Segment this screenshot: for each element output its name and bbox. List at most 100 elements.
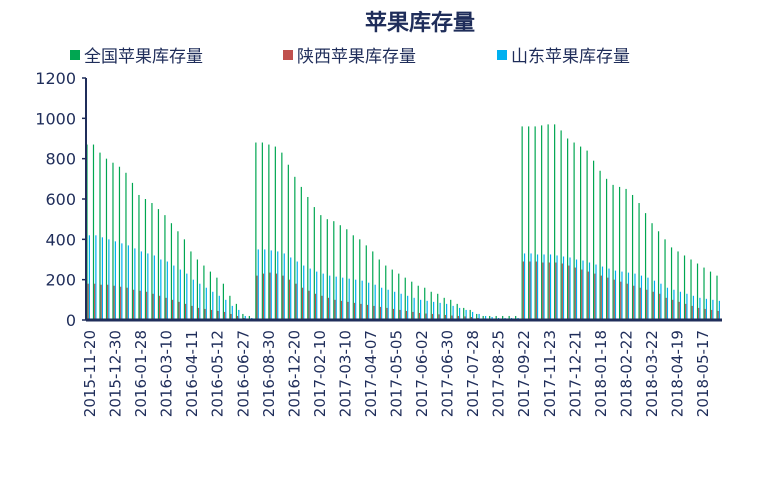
bar-shaanxi (211, 309, 213, 320)
bar-shaanxi (548, 262, 550, 320)
bar-shandong (381, 287, 383, 320)
bar-national (625, 188, 627, 320)
bar-shandong (283, 253, 285, 320)
bar-national (605, 178, 608, 320)
bar-shaanxi (204, 308, 206, 320)
bar-shaanxi (275, 273, 278, 320)
bar-shaanxi (165, 297, 167, 320)
bar-shaanxi (438, 314, 440, 320)
bar-national (573, 142, 575, 320)
y-tick-label: 600 (45, 190, 76, 209)
bar-shaanxi (652, 291, 654, 320)
bar-national (105, 158, 108, 320)
x-tick-label: 2017-07-28 (464, 330, 482, 417)
bar-shandong (595, 264, 597, 320)
bar-shaanxi (451, 315, 453, 320)
bar-shaanxi (425, 313, 427, 320)
bar-shaanxi (581, 269, 583, 320)
bar-national (92, 144, 95, 320)
legend: 全国苹果库存量 陕西苹果库存量 山东苹果库存量 (70, 47, 630, 67)
bar-shaanxi (412, 311, 414, 320)
bar-shaanxi (230, 313, 232, 320)
bar-shaanxi (373, 305, 375, 320)
x-tick-label: 2018-01-18 (592, 330, 610, 417)
bar-shandong (368, 282, 370, 320)
bar-national (372, 251, 374, 320)
x-tick-label: 2017-06-30 (439, 330, 457, 417)
bar-shandong (127, 245, 129, 320)
bar-shandong (426, 300, 428, 320)
bar-shandong (582, 260, 584, 320)
bar-shandong (231, 305, 233, 320)
bar-national (521, 126, 523, 321)
bar-national (307, 196, 309, 320)
bar-shandong (439, 302, 441, 320)
bar-shaanxi (262, 273, 265, 320)
bar-shaanxi (340, 300, 343, 320)
bar-national (222, 283, 224, 320)
bar-national (528, 126, 530, 321)
bar-shandong (134, 248, 136, 320)
bar-shandong (160, 259, 162, 320)
bar-shandong (433, 301, 435, 320)
bar-shaanxi (314, 293, 317, 320)
bar-shandong (420, 299, 422, 320)
bar-national (268, 144, 270, 320)
bar-national (515, 315, 517, 320)
bar-shandong (712, 299, 714, 320)
bar-shandong (218, 295, 220, 320)
bar-shandong (309, 268, 311, 320)
bar-national (411, 281, 413, 320)
bar-national (385, 265, 387, 320)
bar-national (326, 219, 328, 320)
bar-shaanxi (392, 308, 395, 320)
bar-national (274, 146, 276, 320)
x-tick-label: 2017-08-25 (490, 330, 508, 417)
bar-national (690, 259, 692, 320)
bar-national (541, 125, 543, 320)
bar-shaanxi (139, 290, 141, 320)
bar-national (437, 293, 439, 320)
bar-national (534, 126, 536, 321)
bar-national (664, 239, 666, 320)
bar-national (593, 160, 595, 320)
bar-national (404, 277, 406, 320)
bar-shaanxi (288, 279, 291, 320)
bar-shandong (140, 251, 142, 320)
bar-shandong (459, 307, 461, 320)
bar-shaanxi (587, 271, 589, 320)
bar-shandong (634, 273, 636, 320)
bar-national (229, 295, 231, 320)
bar-shandong (257, 249, 259, 320)
bar-shaanxi (282, 275, 284, 320)
x-tick-label: 2017-05-05 (388, 330, 406, 417)
x-tick-label: 2016-08-30 (260, 330, 278, 417)
bar-shandong (484, 315, 487, 320)
bar-shaanxi (665, 297, 667, 320)
bar-shandong (108, 239, 110, 320)
bar-national (320, 215, 322, 320)
bar-national (450, 299, 452, 320)
bar-national (489, 315, 491, 320)
bar-shandong (88, 235, 90, 320)
bar-shandong (355, 279, 357, 320)
bar-shaanxi (399, 309, 401, 320)
bar-national (696, 263, 699, 320)
bar-shandong (588, 262, 591, 320)
bar-shaanxi (379, 306, 382, 320)
x-tick-label: 2018-02-22 (617, 330, 635, 417)
bar-shaanxi (191, 305, 193, 320)
bar-shandong (361, 280, 363, 320)
bar-shaanxi (704, 308, 706, 320)
bar-national (502, 315, 504, 320)
bar-shandong (225, 299, 227, 320)
bar-shaanxi (574, 267, 576, 320)
bar-shandong (114, 241, 116, 320)
bar-national (463, 307, 465, 320)
bar-shandong (686, 293, 688, 320)
bar-national (151, 203, 153, 320)
bar-shandong (270, 250, 272, 320)
bar-shandong (147, 253, 149, 320)
bar-national (125, 172, 127, 320)
